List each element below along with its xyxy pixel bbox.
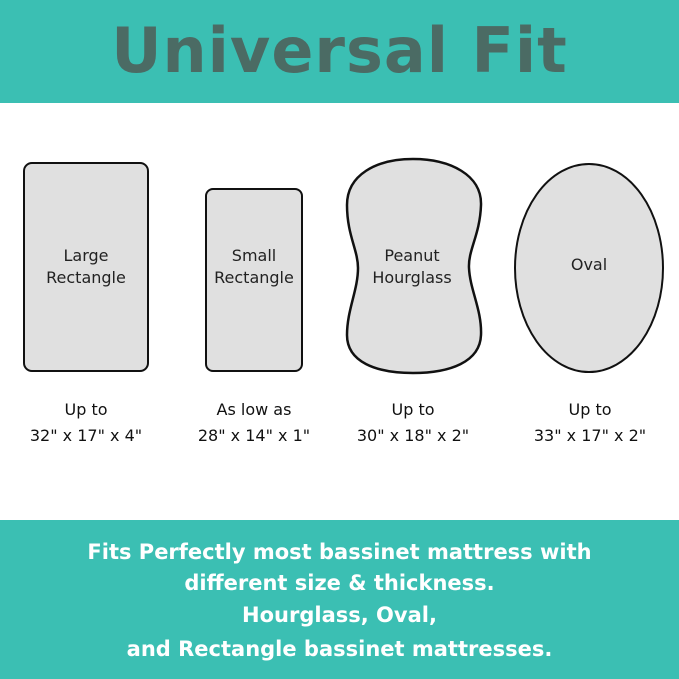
oval-shape: [514, 163, 664, 373]
label-line: Rectangle: [214, 268, 294, 287]
dim-line: 30" x 18" x 2": [356, 426, 470, 445]
label-line: Large: [63, 246, 109, 265]
footer-line: Fits Perfectly most bassinet mattress wi…: [87, 540, 592, 564]
peanut-hourglass-shape: [345, 157, 483, 375]
label-line: Small: [231, 246, 277, 265]
dim-line: Up to: [391, 400, 435, 419]
footer-line: Hourglass, Oval,: [242, 603, 437, 627]
footer-line: different size & thickness.: [184, 571, 495, 595]
small-rectangle-dimensions: As low as 28" x 14" x 1": [174, 397, 334, 449]
large-rectangle-dimensions: Up to 32" x 17" x 4": [6, 397, 166, 449]
small-rectangle-shape: [205, 188, 303, 372]
footer-banner: Fits Perfectly most bassinet mattress wi…: [0, 520, 679, 679]
oval-dimensions: Up to 33" x 17" x 2": [510, 397, 670, 449]
header-banner: Universal Fit: [0, 0, 679, 103]
peanut-hourglass-label: Peanut Hourglass: [342, 245, 482, 289]
oval-label: Oval: [519, 254, 659, 276]
label-line: Oval: [570, 255, 608, 274]
label-line: Rectangle: [46, 268, 126, 287]
label-line: Peanut: [384, 246, 440, 265]
small-rectangle-label: Small Rectangle: [184, 245, 324, 289]
dim-line: 33" x 17" x 2": [533, 426, 647, 445]
page-title: Universal Fit: [111, 14, 568, 87]
large-rectangle-label: Large Rectangle: [16, 245, 156, 289]
dim-line: Up to: [568, 400, 612, 419]
peanut-hourglass-dimensions: Up to 30" x 18" x 2": [333, 397, 493, 449]
footer-line: and Rectangle bassinet mattresses.: [126, 637, 553, 661]
dim-line: 32" x 17" x 4": [29, 426, 143, 445]
label-line: Hourglass: [372, 268, 452, 287]
dim-line: 28" x 14" x 1": [197, 426, 311, 445]
dim-line: As low as: [216, 400, 292, 419]
dim-line: Up to: [64, 400, 108, 419]
large-rectangle-shape: [23, 162, 149, 372]
